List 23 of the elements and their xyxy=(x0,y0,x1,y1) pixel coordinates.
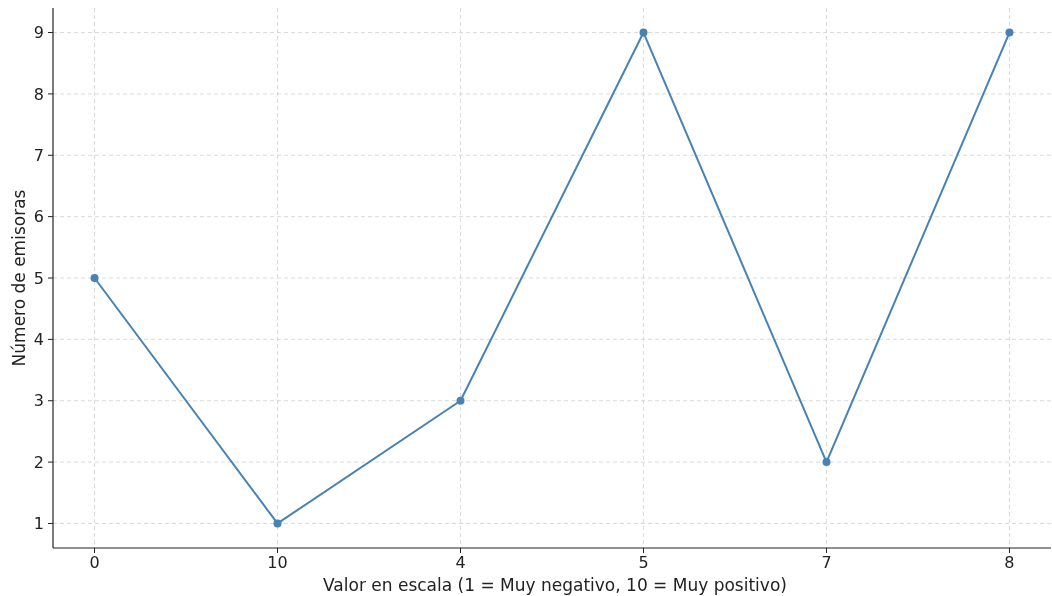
x-tick-label: 10 xyxy=(267,553,288,572)
y-tick-label: 8 xyxy=(33,84,44,104)
y-tick-label: 4 xyxy=(33,329,44,349)
point xyxy=(273,519,282,528)
y-tick-label: 3 xyxy=(33,391,44,411)
x-axis-title: Valor en escala (1 = Muy negativo, 10 = Muy positivo) xyxy=(323,575,787,595)
y-tick-label: 5 xyxy=(33,268,44,288)
y-tick-label: 1 xyxy=(33,514,44,534)
y-tick-label: 9 xyxy=(33,23,44,43)
y-tick-label: 2 xyxy=(33,452,44,472)
y-tick-label: 7 xyxy=(33,145,44,165)
x-tick-label: 8 xyxy=(1004,553,1015,572)
point xyxy=(90,274,99,282)
point xyxy=(639,28,648,37)
x-tick-label: 5 xyxy=(638,553,649,572)
x-tick-label: 0 xyxy=(89,553,100,572)
point xyxy=(1005,28,1014,37)
point xyxy=(822,458,831,467)
point xyxy=(456,396,465,405)
y-axis-title: Número de emisoras xyxy=(9,189,29,367)
x-tick-label: 4 xyxy=(455,553,466,572)
x-tick-label: 7 xyxy=(821,553,832,572)
y-tick-label: 6 xyxy=(33,207,44,227)
